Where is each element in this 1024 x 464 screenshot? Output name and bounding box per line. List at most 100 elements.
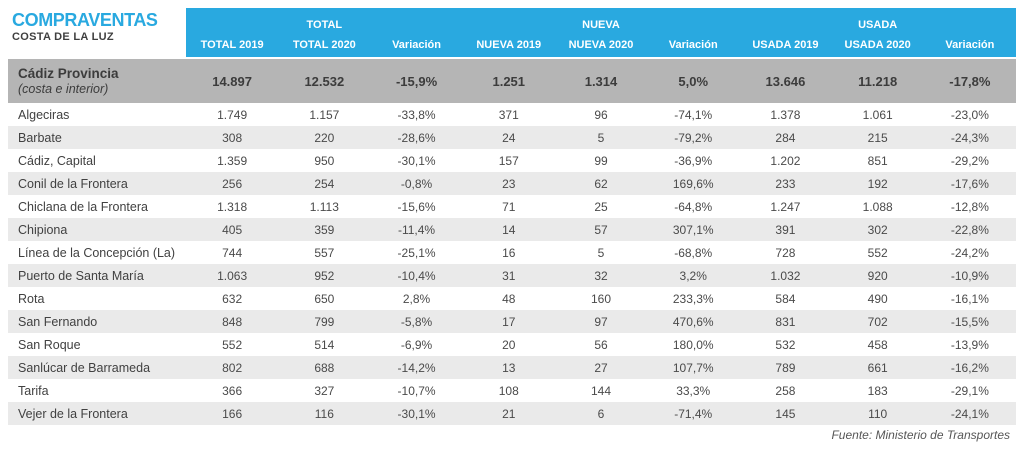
row-values: 366 327 -10,7% 108 144 33,3% 258 183 -29,1% [186,379,1016,402]
cell-value: 552 [867,245,888,260]
row-label: Algeciras [18,107,70,122]
cell-value: 233 [775,176,796,191]
column-header-row: TOTAL 2019 TOTAL 2020 Variación NUEVA 20… [186,32,1016,57]
cell-value: 688 [314,360,335,375]
cell-value: 1.032 [770,268,801,283]
cell-value: 254 [314,176,335,191]
cell-value: 514 [314,337,335,352]
cell-value: 1.063 [217,268,248,283]
summary-row-cadiz-provincia: Cádiz Provincia (costa e interior) 14.89… [8,59,1016,103]
summary-cell-value: 1.314 [584,73,618,89]
cell-value: 256 [222,176,243,191]
row-values: 552 514 -6,9% 20 56 180,0% 532 458 -13,9% [186,333,1016,356]
cell-value: 802 [222,360,243,375]
row-values: 802 688 -14,2% 13 27 107,7% 789 661 -16,2% [186,356,1016,379]
table-row: San Roque 552 514 -6,9% 20 56 180,0% 532 458 -13… [8,333,1016,356]
cell-value: -36,9% [674,153,713,168]
cell-value: -24,1% [950,406,989,421]
row-label: Chipiona [18,222,68,237]
cell-value: 33,3% [676,383,711,398]
cell-value: 584 [775,291,796,306]
column-group-total: TOTAL [306,19,343,31]
column-group-nueva: NUEVA [582,19,620,31]
cell-value: 192 [867,176,888,191]
cell-value: 1.202 [770,153,801,168]
cell-value: 744 [222,245,243,260]
cell-value: 27 [594,360,608,375]
summary-row-values: 14.897 12.532 -15,9% 1.251 1.314 5,0% 13… [186,59,1016,103]
table-row: Conil de la Frontera 256 254 -0,8% 23 62 169,… [8,172,1016,195]
row-values: 632 650 2,8% 48 160 233,3% 584 490 -16,1% [186,287,1016,310]
column-header-nueva-2020: NUEVA 2020 [568,38,634,51]
row-values: 1.063 952 -10,4% 31 32 3,2% 1.032 920 -10,9% [186,264,1016,287]
cell-value: -68,8% [674,245,713,260]
cell-value: 160 [590,291,611,306]
cell-value: 107,7% [672,360,714,375]
row-values: 848 799 -5,8% 17 97 470,6% 831 702 -15,5% [186,310,1016,333]
cell-value: 1.318 [217,199,248,214]
row-values: 1.359 950 -30,1% 157 99 -36,9% 1.202 851 -29,2% [186,149,1016,172]
cell-value: -29,1% [950,383,989,398]
row-label: Vejer de la Frontera [18,406,128,421]
cell-value: 1.359 [217,153,248,168]
cell-value: 307,1% [672,222,714,237]
cell-value: 952 [314,268,335,283]
row-label: San Fernando [18,314,98,329]
summary-cell-value: -15,9% [395,73,438,89]
cell-value: 789 [775,360,796,375]
cell-value: 632 [222,291,243,306]
cell-value: 144 [590,383,611,398]
cell-value: 23 [502,176,516,191]
cell-value: 2,8% [402,291,431,306]
row-values: 166 116 -30,1% 21 6 -71,4% 145 110 -24,1% [186,402,1016,425]
table-row: Algeciras 1.749 1.157 -33,8% 371 96 -74,1% 1.3… [8,103,1016,126]
cell-value: -30,1% [397,153,436,168]
cell-value: 108 [498,383,519,398]
table-row: Rota 632 650 2,8% 48 160 233,3% 584 490 -16,1% [8,287,1016,310]
summary-row-subtitle: (costa e interior) [18,81,109,96]
column-header-usada-2019: USADA 2019 [752,38,819,51]
cell-value: -23,0% [950,107,989,122]
cell-value: 1.061 [862,107,893,122]
cell-value: 950 [314,153,335,168]
cell-value: 308 [222,130,243,145]
table-row: Puerto de Santa María 1.063 952 -10,4% 31 32… [8,264,1016,287]
table-row: Vejer de la Frontera 166 116 -30,1% 21 6 -71,… [8,402,1016,425]
cell-value: 48 [502,291,516,306]
column-header-nueva-variacion: Variación [668,38,718,51]
summary-cell-value: 13.646 [765,73,806,89]
cell-value: -28,6% [397,130,436,145]
cell-value: 1.749 [217,107,248,122]
cell-value: 157 [498,153,519,168]
cell-value: 359 [314,222,335,237]
cell-value: 831 [775,314,796,329]
cell-value: 557 [314,245,335,260]
cell-value: -29,2% [950,153,989,168]
table-row: Chipiona 405 359 -11,4% 14 57 307,1% 391 302 -22… [8,218,1016,241]
cell-value: -30,1% [397,406,436,421]
row-values: 744 557 -25,1% 16 5 -68,8% 728 552 -24,2% [186,241,1016,264]
cell-value: -33,8% [397,107,436,122]
cell-value: 405 [222,222,243,237]
row-values: 1.318 1.113 -15,6% 71 25 -64,8% 1.247 1.088 -12,… [186,195,1016,218]
cell-value: 17 [502,314,516,329]
cell-value: 5 [597,130,605,145]
cell-value: 116 [314,406,334,421]
cell-value: 31 [502,268,516,283]
source-note: Fuente: Ministerio de Transportes [831,428,1010,442]
summary-cell-value: -17,8% [949,73,991,89]
cell-value: 24 [502,130,516,145]
table-row: Sanlúcar de Barrameda 802 688 -14,2% 13 27 10… [8,356,1016,379]
row-label: San Roque [18,337,81,352]
row-label: Línea de la Concepción (La) [18,245,176,260]
row-label: Puerto de Santa María [18,268,144,283]
column-header-total-2019: TOTAL 2019 [200,38,264,51]
column-header-total-2020: TOTAL 2020 [292,38,356,51]
cell-value: -15,6% [397,199,436,214]
cell-value: 258 [775,383,796,398]
cell-value: -22,8% [950,222,989,237]
summary-row-label: Cádiz Provincia (costa e interior) [8,59,186,103]
table-subtitle: COSTA DE LA LUZ [12,31,114,43]
cell-value: 56 [594,337,608,352]
